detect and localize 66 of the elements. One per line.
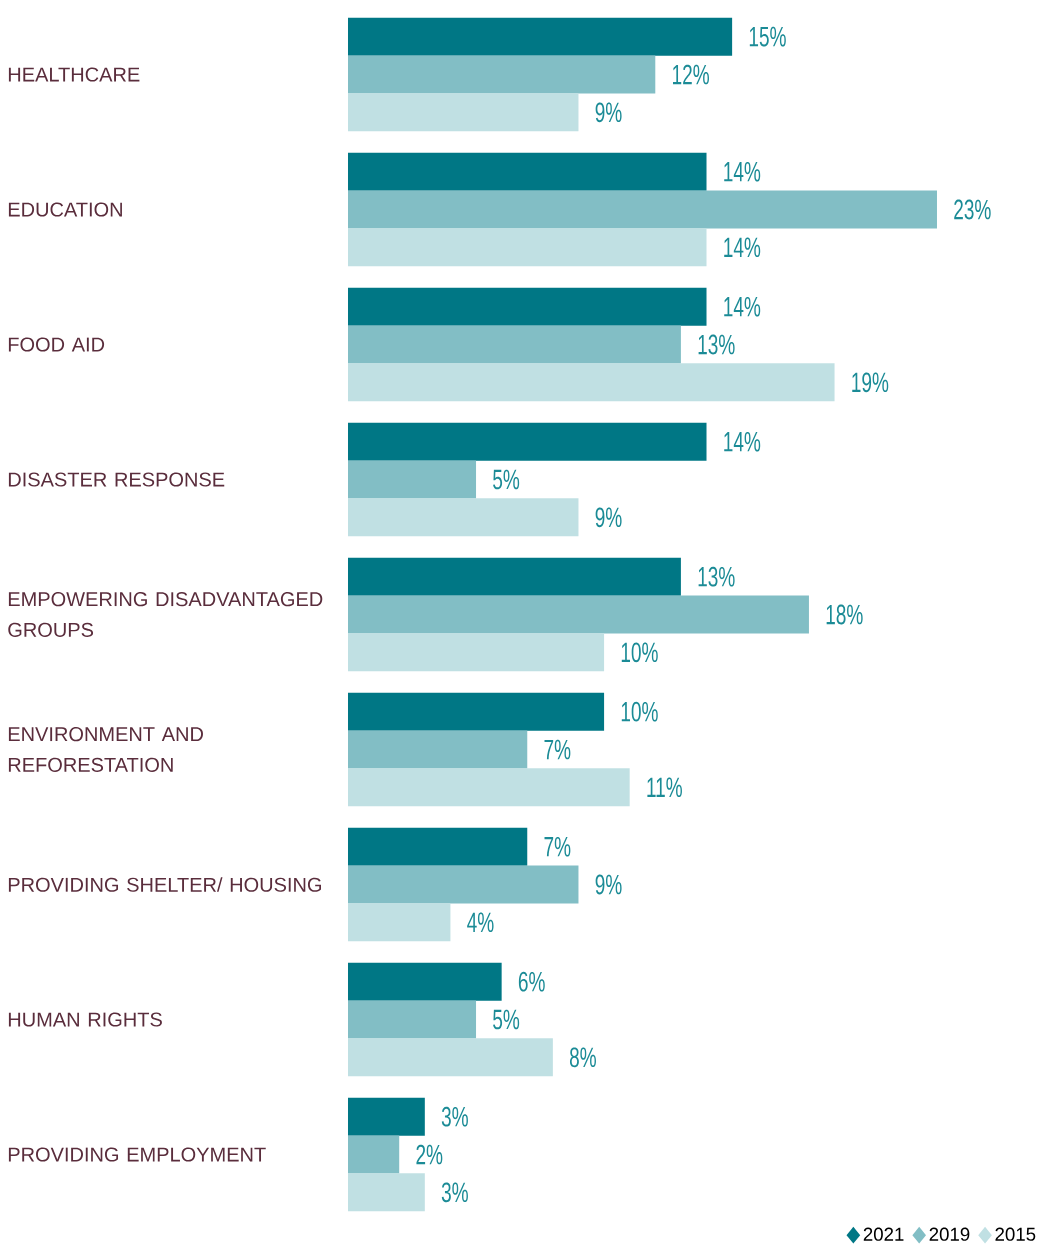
bar [348, 152, 707, 191]
bar [348, 17, 733, 56]
data-label: 3% [441, 1106, 468, 1127]
data-label: 9% [595, 507, 622, 528]
bar [348, 460, 477, 499]
bar [348, 827, 528, 866]
bar [348, 363, 835, 402]
data-label: 5% [493, 1009, 520, 1030]
bar [348, 768, 630, 807]
y-tick-label: PROVIDING SHELTER/ HOUSING [8, 877, 321, 892]
data-label: 14% [724, 161, 761, 182]
bar [348, 1173, 425, 1212]
bar [348, 287, 707, 326]
bar [348, 730, 528, 769]
bar [348, 903, 451, 942]
data-label: 6% [518, 971, 545, 992]
y-tick-label: ENVIRONMENT AND REFORESTATION [8, 727, 203, 772]
y-tick-label: EMPOWERING DISADVANTAGED GROUPS [8, 592, 323, 637]
y-tick-label: EDUCATION [8, 202, 122, 217]
data-label: 19% [852, 372, 889, 393]
data-label: 3% [441, 1182, 468, 1203]
bar [348, 1000, 477, 1039]
legend-label: 2019 [929, 1227, 970, 1241]
data-label: 9% [595, 102, 622, 123]
data-label: 23% [954, 199, 991, 220]
y-tick-label: HUMAN RIGHTS [8, 1012, 162, 1027]
data-label: 9% [595, 874, 622, 895]
data-label: 7% [544, 836, 571, 857]
bar [348, 422, 707, 461]
bar [348, 865, 579, 904]
data-label: 11% [647, 777, 682, 798]
bar [348, 190, 937, 229]
data-label: 13% [698, 566, 735, 587]
data-label: 7% [544, 739, 571, 760]
bar [348, 1135, 400, 1174]
bar [348, 1097, 425, 1136]
data-label: 14% [724, 431, 761, 452]
bar [348, 595, 809, 634]
bar [348, 325, 681, 364]
bar [348, 93, 579, 132]
data-label: 5% [493, 469, 520, 490]
legend-label: 2021 [863, 1227, 904, 1241]
bar [348, 633, 605, 672]
bar [348, 692, 605, 731]
legend-label: 2015 [995, 1227, 1036, 1241]
data-label: 10% [621, 701, 658, 722]
bar [348, 557, 681, 596]
data-label: 18% [826, 604, 863, 625]
y-tick-label: HEALTHCARE [8, 67, 140, 82]
data-label: 4% [467, 912, 494, 933]
data-label: 10% [621, 642, 658, 663]
y-tick-label: FOOD AID [8, 337, 105, 352]
y-tick-label: DISASTER RESPONSE [8, 472, 225, 487]
bar [348, 228, 707, 267]
data-label: 8% [569, 1047, 596, 1068]
data-label: 2% [416, 1144, 443, 1165]
bar [348, 1038, 553, 1077]
data-label: 14% [724, 296, 761, 317]
data-label: 15% [749, 26, 786, 47]
y-tick-label: PROVIDING EMPLOYMENT [8, 1147, 266, 1162]
data-label: 12% [673, 64, 709, 85]
bar [348, 498, 579, 537]
data-label: 14% [724, 237, 761, 258]
bar [348, 55, 656, 94]
bar [348, 962, 502, 1001]
data-label: 13% [698, 334, 735, 355]
